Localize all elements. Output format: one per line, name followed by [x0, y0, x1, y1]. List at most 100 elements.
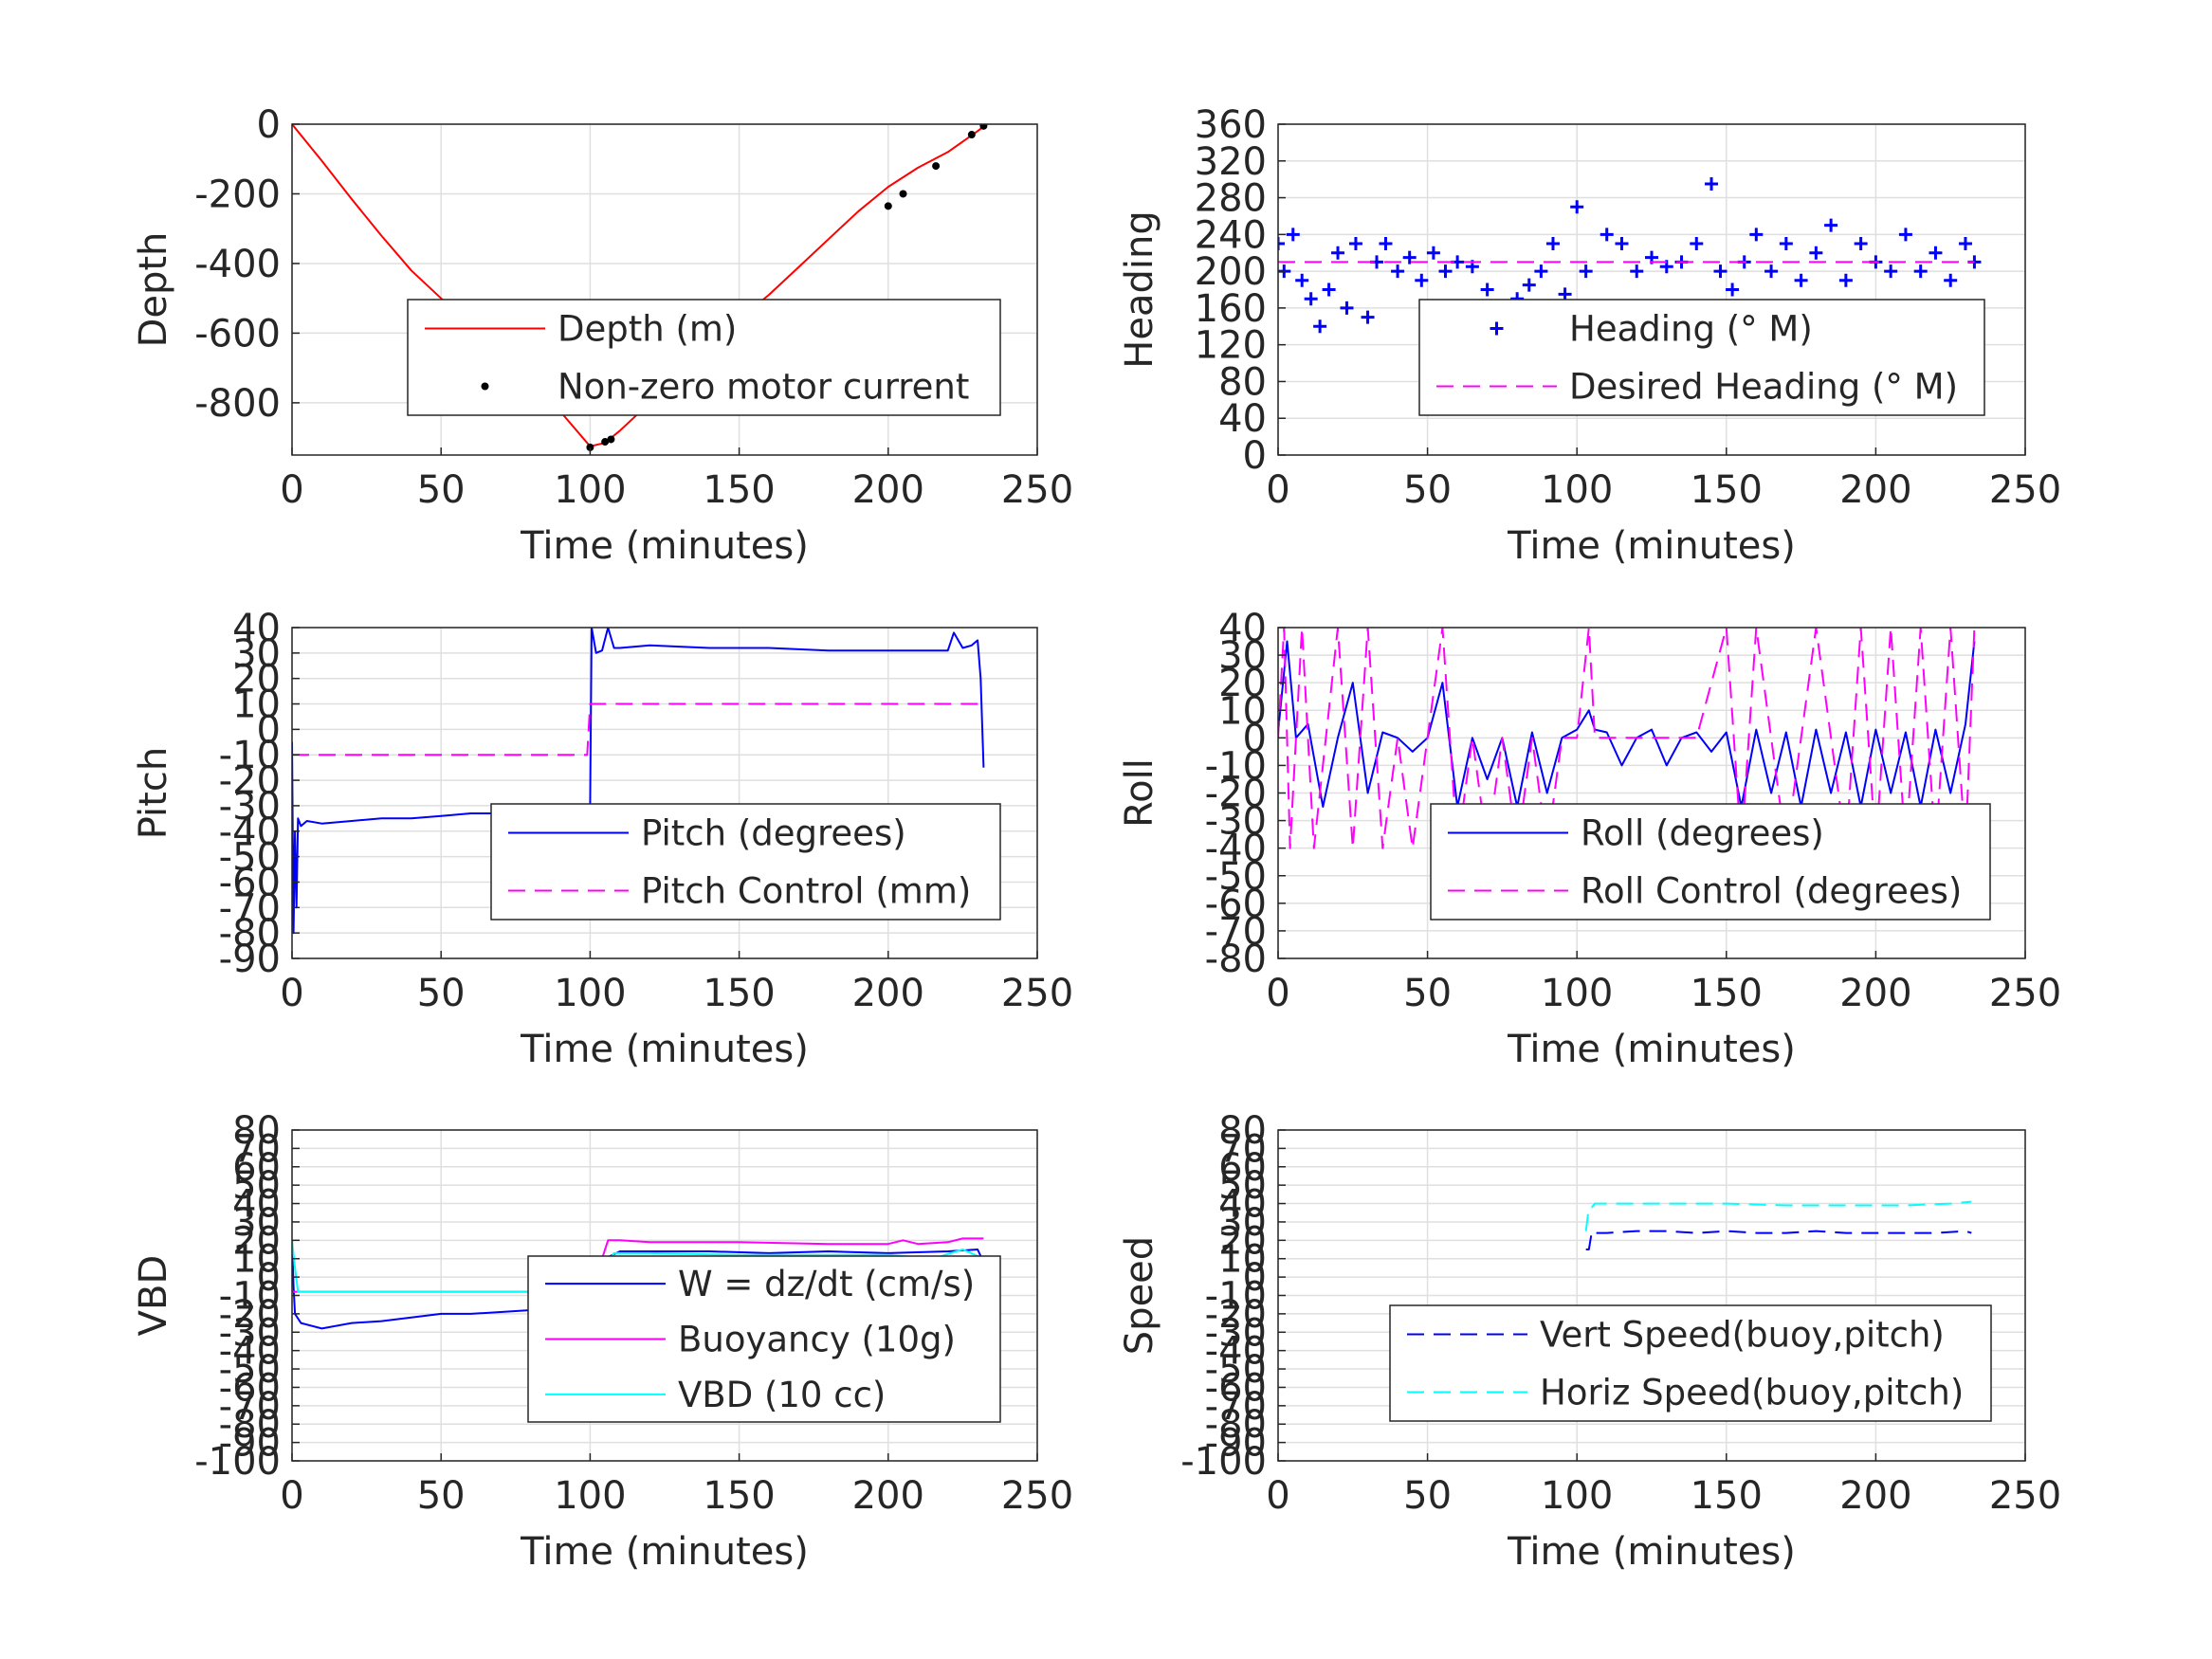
x-tick-label: 0 — [280, 1474, 303, 1518]
y-tick-label: -40 — [1205, 828, 1267, 871]
data-point-plus — [1929, 246, 1943, 260]
y-tick-label: -30 — [1205, 800, 1267, 844]
y-tick-label: -40 — [1205, 1330, 1267, 1374]
x-tick-label: 200 — [1839, 468, 1911, 512]
speed-series — [1584, 1200, 1972, 1250]
data-point-plus — [1913, 264, 1928, 279]
legend-entry-label: W = dz/dt (cm/s) — [678, 1264, 975, 1304]
y-tick-label: -50 — [219, 1348, 281, 1392]
y-tick-label: 240 — [1195, 213, 1267, 257]
legend-entry-label: Non-zero motor current — [558, 367, 969, 408]
y-tick-label: 60 — [232, 1146, 281, 1190]
y-tick-label: 20 — [1218, 1219, 1267, 1263]
data-point-plus — [1480, 283, 1494, 297]
x-tick-label: 200 — [1839, 972, 1911, 1015]
x-tick-label: 250 — [1001, 972, 1073, 1015]
y-tick-label: -90 — [219, 1422, 281, 1466]
y-tick-label: -10 — [219, 734, 281, 777]
y-tick-label: 40 — [1218, 607, 1267, 650]
data-point — [967, 131, 976, 139]
y-tick-label: 40 — [232, 607, 281, 650]
y-tick-label: 200 — [1195, 250, 1267, 294]
x-tick-label: 250 — [1001, 468, 1073, 512]
y-tick-label: -40 — [219, 1330, 281, 1374]
y-tick-label: 0 — [257, 1256, 281, 1300]
legend-box — [1389, 1304, 1992, 1422]
y-tick-label: 10 — [1218, 689, 1267, 733]
x-tick-label: 200 — [852, 1474, 924, 1518]
legend-entry-label: Roll (degrees) — [1581, 813, 1824, 854]
speed-legend: Vert Speed(buoy,pitch) Horiz Speed(buoy,p… — [1389, 1304, 1992, 1422]
series-line — [292, 628, 985, 935]
y-axis-label: Pitch — [132, 747, 175, 839]
pitch-legend: Pitch (degrees) Pitch Control (mm) — [490, 803, 1001, 921]
y-tick-label: 30 — [1218, 1201, 1267, 1245]
y-tick-label: -90 — [1205, 1422, 1267, 1466]
y-tick-label: -90 — [219, 938, 281, 981]
data-point-plus — [1340, 301, 1354, 315]
y-tick-label: -30 — [1205, 1311, 1267, 1355]
y-tick-label: -80 — [219, 1403, 281, 1447]
vbd-panel: 0 50 100 150 200 25080706050403020100-10-20-3… — [132, 1109, 1073, 1574]
roll-panel: 0 50 100 150 200 250403020100-10-20-30-40-50-… — [1118, 607, 2061, 1071]
roll-legend: Roll (degrees) Roll Control (degrees) — [1430, 803, 1991, 921]
data-point — [586, 443, 594, 451]
x-axis-label: Time (minutes) — [520, 1530, 809, 1574]
data-point-plus — [1898, 228, 1912, 242]
depth-panel: 0 50 100 150 200 250 0 -200 -400 -600 -800 Time (mi… — [132, 103, 1073, 568]
y-tick-label: 80 — [1218, 360, 1267, 404]
y-tick-label: 50 — [1218, 1164, 1267, 1208]
x-axis-label: Time (minutes) — [520, 524, 809, 568]
data-point-plus — [1295, 273, 1309, 287]
y-tick-label: 0 — [1243, 717, 1267, 760]
y-tick-label: -20 — [1205, 1293, 1267, 1337]
data-point-plus — [1331, 246, 1345, 260]
y-tick-label: -70 — [219, 886, 281, 930]
data-point-plus — [1705, 177, 1719, 191]
data-point — [607, 435, 615, 444]
y-tick-label: 60 — [1218, 1146, 1267, 1190]
x-tick-label: 250 — [1001, 1474, 1073, 1518]
legend-entry-label: Depth (m) — [558, 309, 737, 350]
x-axis-label: Time (minutes) — [1507, 1028, 1796, 1071]
x-tick-label: 100 — [554, 1474, 626, 1518]
y-tick-label: -400 — [194, 243, 281, 286]
y-axis-label: Roll — [1118, 758, 1161, 828]
y-tick-label: 80 — [1218, 1109, 1267, 1153]
y-tick-label: 70 — [1218, 1127, 1267, 1171]
x-tick-label: 150 — [703, 468, 775, 512]
data-point-plus — [1322, 283, 1336, 297]
data-point-plus — [1884, 264, 1898, 279]
x-tick-label: 100 — [554, 972, 626, 1015]
data-point-plus — [1522, 278, 1536, 292]
y-tick-label: 320 — [1195, 140, 1267, 184]
x-tick-label: 200 — [852, 468, 924, 512]
y-tick-label: -200 — [194, 173, 281, 216]
x-tick-label: 150 — [703, 1474, 775, 1518]
y-tick-label: -70 — [219, 1385, 281, 1429]
x-tick-label: 100 — [1541, 1474, 1613, 1518]
data-point-plus — [1391, 264, 1405, 279]
data-point-plus — [1726, 283, 1740, 297]
x-tick-label: 0 — [1266, 1474, 1289, 1518]
depth-series — [292, 124, 988, 451]
data-point — [601, 438, 610, 447]
x-tick-label: 50 — [417, 1474, 466, 1518]
data-point-plus — [1690, 237, 1704, 251]
y-tick-label: -60 — [1205, 883, 1267, 926]
y-tick-label: 10 — [232, 1238, 281, 1282]
data-point-plus — [1838, 273, 1853, 287]
y-tick-label: 40 — [1218, 1183, 1267, 1227]
data-point-plus — [1558, 287, 1572, 301]
speed-panel: 0 50 100 150 200 25080706050403020100-10-20-3… — [1118, 1109, 2061, 1574]
data-point-plus — [1630, 264, 1644, 279]
y-axis-label: Heading — [1118, 210, 1161, 368]
data-point-plus — [1824, 218, 1838, 232]
y-tick-label: 40 — [232, 1183, 281, 1227]
legend-box — [407, 299, 1001, 416]
y-tick-label: -10 — [1205, 1275, 1267, 1319]
legend-box — [490, 803, 1001, 921]
series-line — [1278, 640, 1976, 808]
y-tick-label: -10 — [219, 1275, 281, 1319]
